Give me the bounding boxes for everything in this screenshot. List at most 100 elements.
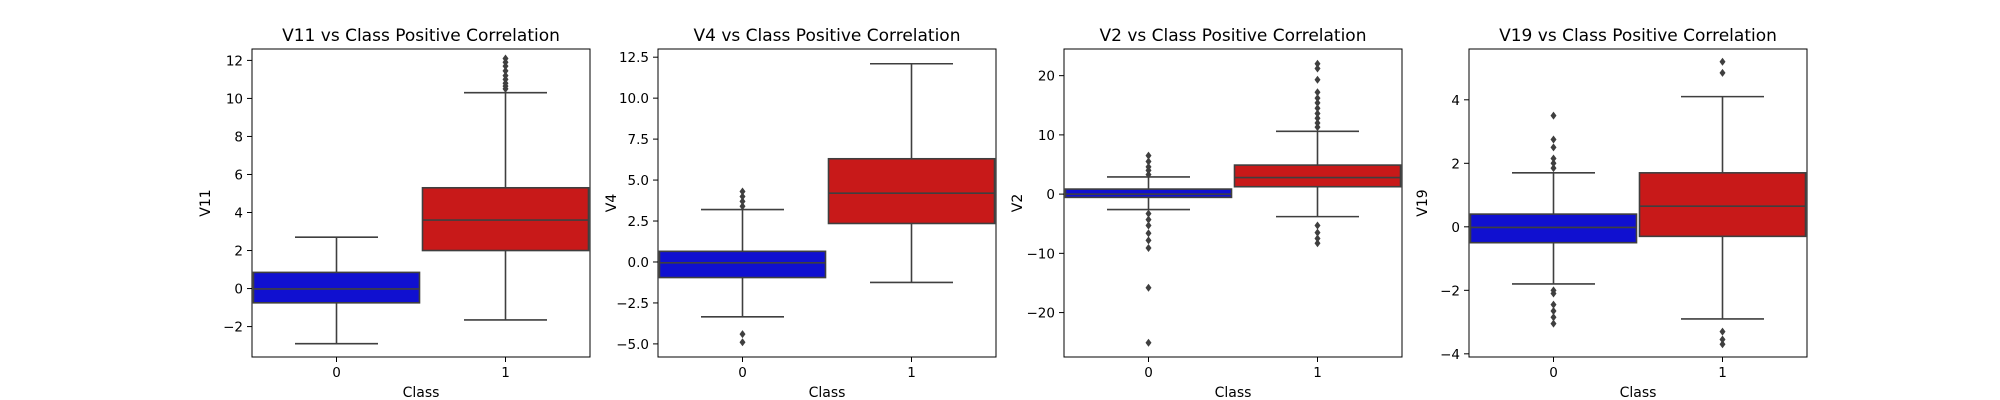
- outlier-point: [1314, 119, 1321, 128]
- outlier-point: [1145, 221, 1152, 230]
- y-axis-label: V4: [604, 194, 620, 213]
- outlier-point: [1145, 215, 1152, 224]
- outlier-point: [1550, 159, 1557, 168]
- chart-title: V4 vs Class Positive Correlation: [694, 26, 961, 46]
- y-tick-label: −4: [1440, 347, 1460, 363]
- outlier-point: [1145, 162, 1152, 171]
- y-tick-label: −2.5: [616, 296, 649, 312]
- outlier-point: [1145, 338, 1152, 347]
- outlier-point: [502, 71, 509, 80]
- box-class-0: [1469, 111, 1638, 328]
- x-axis-label: Class: [809, 385, 846, 400]
- iqr-box: [658, 250, 827, 279]
- outlier-point: [1719, 335, 1726, 344]
- y-tick-label: 4: [234, 206, 243, 222]
- outlier-point: [739, 338, 746, 347]
- outlier-point: [1550, 164, 1557, 173]
- chart-panel-1: V4 vs Class Positive Correlation −5.0 −2.5…: [604, 26, 997, 400]
- outlier-point: [1145, 283, 1152, 292]
- x-tick-label: 0: [1549, 365, 1558, 381]
- y-tick-label: 4: [1451, 93, 1460, 109]
- chart-title: V2 vs Class Positive Correlation: [1100, 26, 1367, 46]
- box-class-1: [1638, 57, 1807, 349]
- outlier-point: [1314, 123, 1321, 132]
- outlier-point: [1314, 88, 1321, 97]
- y-tick-label: −2: [1440, 283, 1460, 299]
- outlier-point: [1145, 229, 1152, 238]
- outlier-point: [1719, 327, 1726, 336]
- y-tick-label: 10: [1038, 128, 1055, 144]
- iqr-box: [1638, 172, 1807, 238]
- x-tick-label: 1: [1718, 365, 1727, 381]
- box-class-0: [1064, 151, 1233, 347]
- outlier-point: [1550, 300, 1557, 309]
- y-tick-label: 0: [1046, 187, 1055, 203]
- iqr-box: [421, 186, 590, 252]
- box-class-1: [1233, 59, 1402, 248]
- x-tick-label: 0: [332, 365, 341, 381]
- outlier-point: [1719, 340, 1726, 349]
- outlier-point: [1550, 286, 1557, 295]
- y-axis-label: V2: [1010, 194, 1026, 212]
- chart-panel-0: V11 vs Class Positive Correlation −2 0 2 4 6 8…: [198, 26, 591, 400]
- x-axis-label: Class: [1215, 385, 1252, 400]
- outlier-point: [1314, 109, 1321, 118]
- outlier-point: [1550, 319, 1557, 328]
- outlier-point: [1145, 236, 1152, 245]
- y-tick-label: 0.0: [628, 255, 649, 271]
- outlier-point: [1314, 98, 1321, 107]
- box-class-1: [827, 62, 996, 284]
- x-tick-label: 0: [1144, 365, 1153, 381]
- outlier-point: [1550, 306, 1557, 315]
- outlier-point: [1719, 57, 1726, 66]
- chart-title: V19 vs Class Positive Correlation: [1499, 26, 1777, 46]
- y-axis-label: V19: [1415, 189, 1431, 216]
- x-axis-label: Class: [1620, 385, 1657, 400]
- outlier-point: [1719, 68, 1726, 77]
- outlier-point: [739, 202, 746, 211]
- outlier-point: [739, 187, 746, 196]
- outlier-point: [1550, 111, 1557, 120]
- chart-panel-3: V19 vs Class Positive Correlation −4 −2 0 2 4…: [1415, 26, 1808, 400]
- y-tick-label: 20: [1038, 69, 1055, 85]
- x-tick-label: 1: [1313, 365, 1322, 381]
- outlier-point: [739, 330, 746, 339]
- outlier-point: [1550, 135, 1557, 144]
- iqr-box: [1064, 188, 1233, 199]
- axes-frame: [1468, 48, 1808, 358]
- y-tick-label: 12: [226, 53, 243, 69]
- outlier-point: [739, 192, 746, 201]
- y-tick-label: 0: [1451, 220, 1460, 236]
- iqr-box: [827, 157, 996, 225]
- outlier-point: [1314, 228, 1321, 237]
- y-tick-label: −2: [223, 320, 243, 336]
- x-tick-label: 1: [501, 365, 510, 381]
- iqr-box: [1233, 164, 1402, 188]
- y-tick-label: −10: [1027, 246, 1056, 262]
- y-tick-label: 2: [234, 244, 243, 260]
- box-class-0: [252, 236, 421, 345]
- iqr-box: [252, 271, 421, 304]
- outlier-point: [502, 66, 509, 75]
- axes-frame: [657, 48, 997, 358]
- y-tick-label: 8: [234, 129, 243, 145]
- iqr-box: [1469, 213, 1638, 244]
- y-tick-label: 10: [226, 91, 243, 107]
- y-tick-label: 5.0: [628, 173, 649, 189]
- outlier-point: [1145, 244, 1152, 253]
- y-tick-label: 10.0: [619, 91, 649, 107]
- y-axis-label: V11: [198, 189, 214, 216]
- outlier-point: [502, 54, 509, 63]
- x-axis-label: Class: [403, 385, 440, 400]
- y-tick-label: 0: [234, 282, 243, 298]
- chart-panel-2: V2 vs Class Positive Correlation −20 −10 0 1…: [1010, 26, 1403, 400]
- outlier-point: [1314, 64, 1321, 73]
- y-tick-label: 6: [234, 167, 243, 183]
- chart-title: V11 vs Class Positive Correlation: [282, 26, 560, 46]
- outlier-point: [1550, 313, 1557, 322]
- outlier-point: [1550, 143, 1557, 152]
- outlier-point: [1145, 151, 1152, 160]
- outlier-point: [1314, 94, 1321, 103]
- outlier-point: [1314, 59, 1321, 68]
- y-tick-label: 2: [1451, 156, 1460, 172]
